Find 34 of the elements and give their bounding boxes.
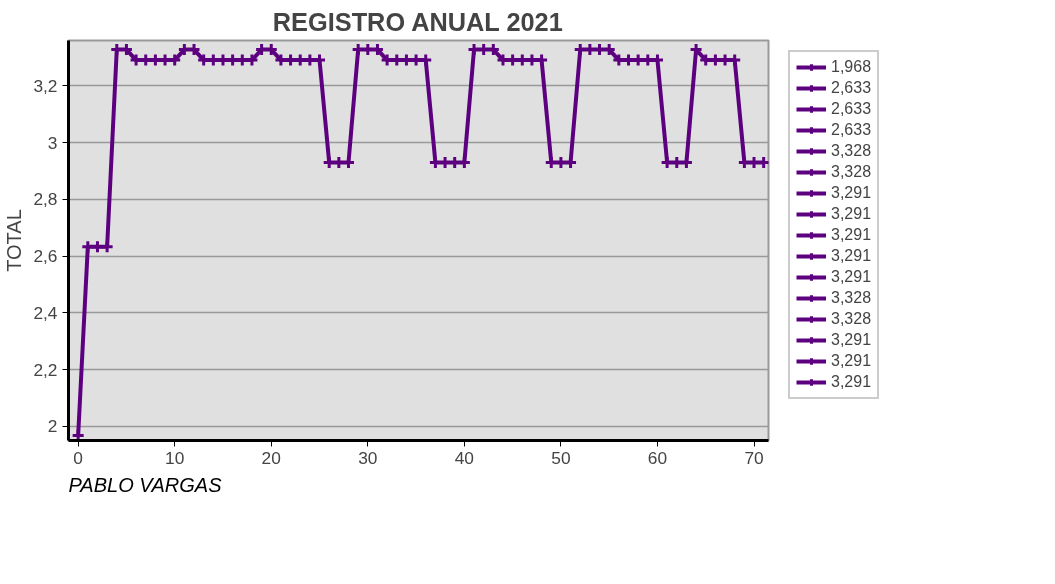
- y-tick-label: 3,2: [33, 75, 58, 96]
- x-tick-label: 60: [647, 447, 668, 468]
- text: 3,291: [831, 331, 872, 349]
- x-tick-label: 0: [73, 447, 83, 468]
- y-tick-label: 2,8: [33, 189, 58, 210]
- text: 3,291: [831, 247, 872, 265]
- text: 2,633: [831, 121, 872, 139]
- text: 2,633: [831, 100, 872, 118]
- text: 3,291: [831, 205, 872, 223]
- y-tick-label: 2: [47, 416, 58, 437]
- text: 2,633: [831, 79, 872, 97]
- x-tick-label: 70: [744, 447, 764, 468]
- text: 1,968: [831, 58, 872, 76]
- x-tick-label: 50: [551, 447, 571, 468]
- x-tick-label: 20: [261, 447, 281, 468]
- text: 3,291: [831, 268, 872, 286]
- x-tick-label: 30: [358, 447, 378, 468]
- y-tick-label: 3: [47, 132, 58, 153]
- text: 3,291: [831, 373, 872, 391]
- text: 3,328: [831, 142, 872, 160]
- y-tick-label: 2,6: [33, 246, 58, 267]
- text: PABLO VARGAS: [68, 473, 223, 496]
- text: 3,328: [831, 310, 872, 328]
- text: 3,328: [831, 163, 872, 181]
- text: 3,291: [831, 352, 872, 370]
- text: 3,291: [831, 184, 872, 202]
- chart-title: REGISTRO ANUAL 2021: [272, 7, 563, 36]
- text: 3,328: [831, 289, 872, 307]
- y-axis-title: TOTAL: [3, 209, 26, 272]
- y-tick-label: 2,2: [33, 359, 58, 380]
- text: 3,291: [831, 226, 872, 244]
- y-tick-label: 2,4: [33, 302, 58, 323]
- x-tick-label: 10: [165, 447, 185, 468]
- x-tick-label: 40: [454, 447, 475, 468]
